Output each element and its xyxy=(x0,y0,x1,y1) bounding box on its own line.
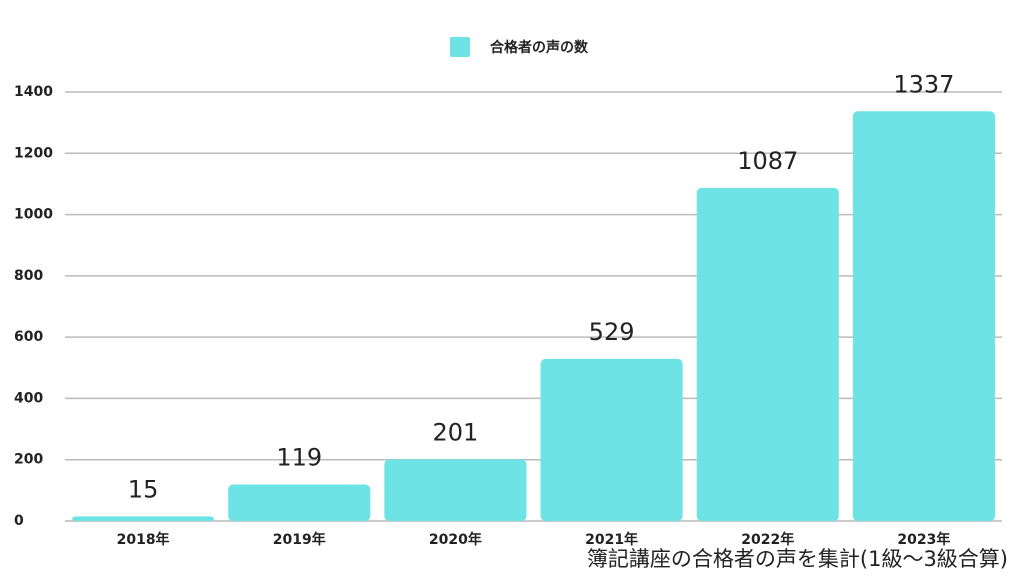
x-tick-label: 2018年 xyxy=(117,531,170,548)
y-tick-label: 1200 xyxy=(14,145,53,161)
data-label: 119 xyxy=(276,444,322,472)
annotation: 簿記講座の合格者の声を集計(1級〜3級合算) xyxy=(587,547,1008,571)
bar xyxy=(72,516,215,521)
x-tick-label: 2022年 xyxy=(741,531,794,548)
data-label: 201 xyxy=(433,418,479,446)
x-tick-label: 2019年 xyxy=(273,531,326,548)
data-label: 529 xyxy=(589,318,635,346)
y-tick-label: 200 xyxy=(14,452,43,468)
bar xyxy=(384,459,527,521)
y-tick-label: 1000 xyxy=(14,207,53,223)
legend-label: 合格者の声の数 xyxy=(490,39,589,56)
x-tick-label: 2023年 xyxy=(897,531,950,548)
data-label: 1337 xyxy=(893,70,954,98)
bar xyxy=(228,484,371,521)
x-tick-label: 2020年 xyxy=(429,531,482,548)
y-tick-label: 600 xyxy=(14,329,43,345)
data-label: 15 xyxy=(128,475,159,503)
x-tick-label: 2021年 xyxy=(585,531,638,548)
legend-swatch xyxy=(450,37,470,57)
y-tick-label: 800 xyxy=(14,268,43,284)
bar xyxy=(540,358,683,521)
data-label: 1087 xyxy=(737,147,798,175)
y-tick-label: 0 xyxy=(14,513,24,529)
y-tick-label: 400 xyxy=(14,390,43,406)
y-tick-label: 1400 xyxy=(14,84,53,100)
bar xyxy=(696,187,839,521)
bar xyxy=(852,111,995,522)
